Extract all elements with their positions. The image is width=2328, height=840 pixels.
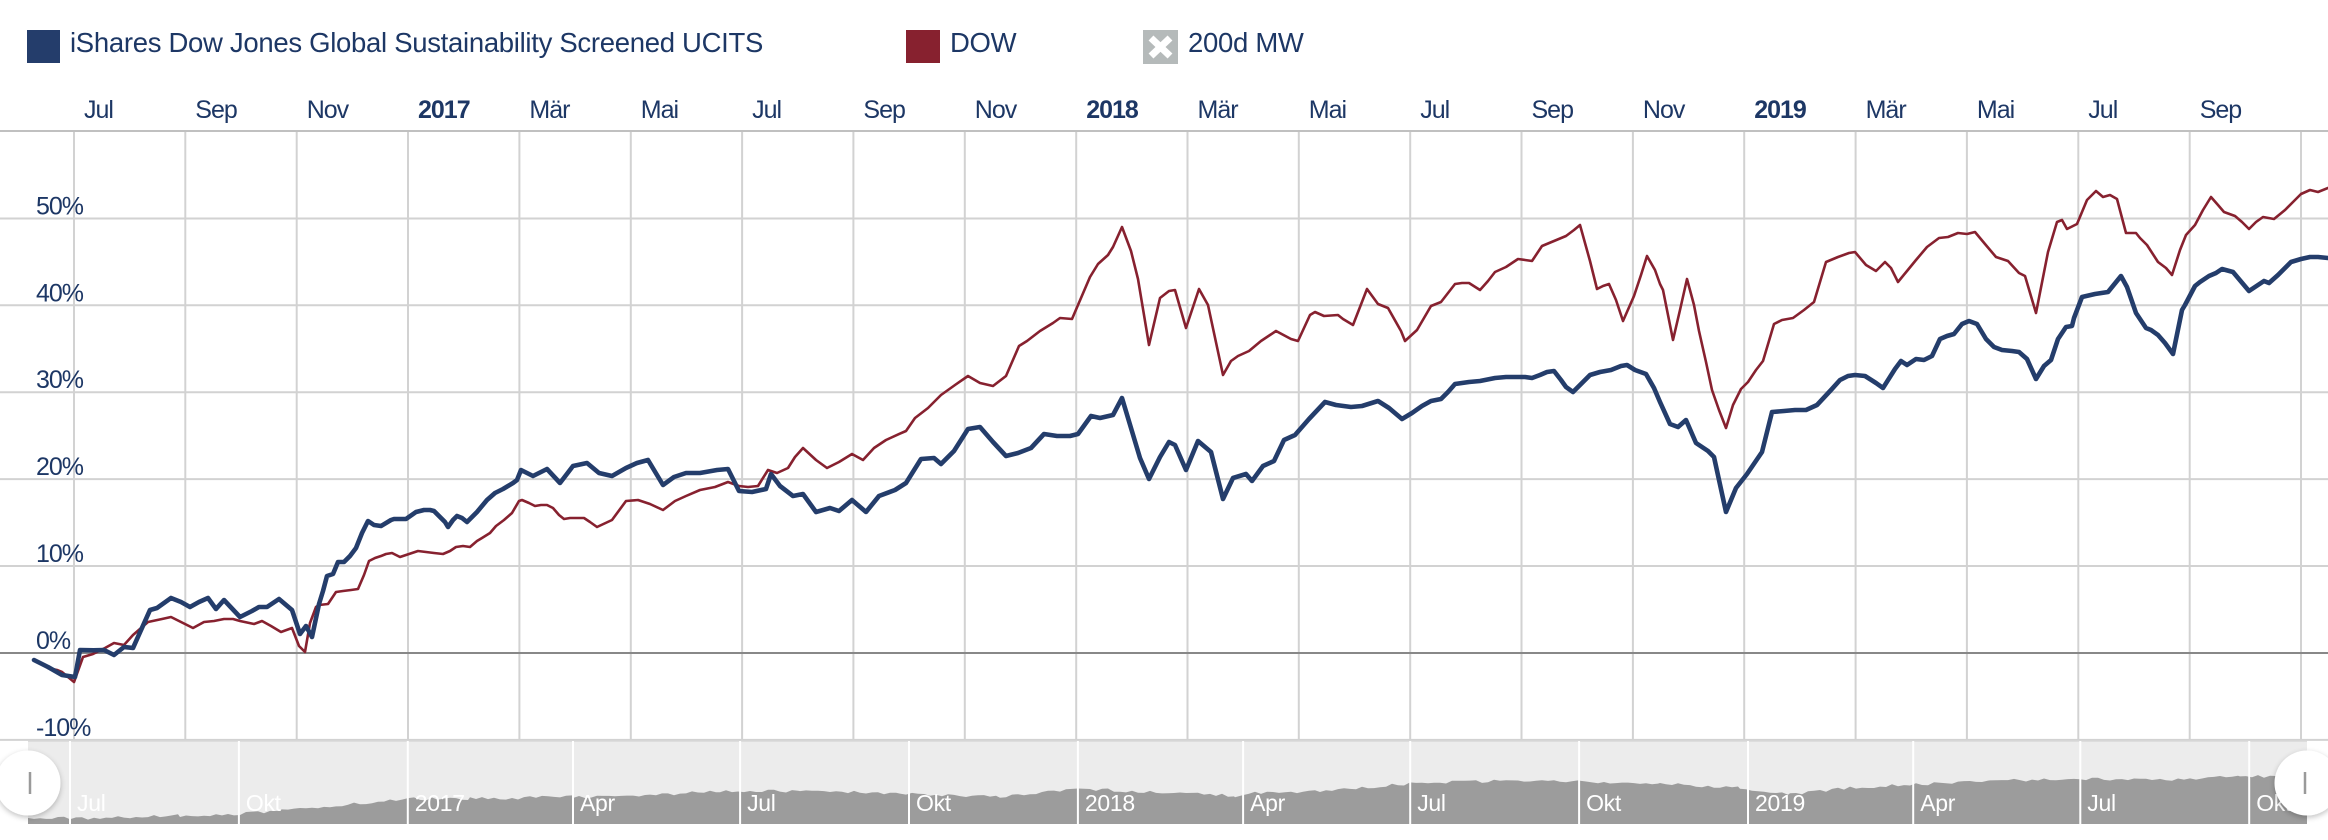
svg-text:Mai: Mai bbox=[641, 96, 678, 124]
svg-text:Sep: Sep bbox=[2200, 96, 2242, 124]
svg-text:Nov: Nov bbox=[307, 96, 350, 124]
svg-text:30%: 30% bbox=[36, 366, 84, 394]
svg-text:Jul: Jul bbox=[1417, 790, 1446, 816]
svg-text:2017: 2017 bbox=[415, 790, 465, 816]
svg-text:2019: 2019 bbox=[1754, 96, 1806, 124]
svg-text:2018: 2018 bbox=[1085, 790, 1135, 816]
svg-text:Mär: Mär bbox=[1866, 96, 1907, 124]
svg-text:Sep: Sep bbox=[195, 96, 237, 124]
svg-text:2017: 2017 bbox=[418, 96, 470, 124]
svg-text:Nov: Nov bbox=[1643, 96, 1686, 124]
svg-text:0%: 0% bbox=[36, 627, 71, 655]
svg-text:Okt: Okt bbox=[246, 790, 282, 816]
svg-text:Mai: Mai bbox=[1309, 96, 1346, 124]
svg-text:Mai: Mai bbox=[1977, 96, 2014, 124]
svg-text:50%: 50% bbox=[36, 193, 84, 221]
svg-text:2019: 2019 bbox=[1755, 790, 1805, 816]
svg-text:40%: 40% bbox=[36, 279, 84, 307]
svg-text:Okt: Okt bbox=[1586, 790, 1622, 816]
svg-text:2018: 2018 bbox=[1086, 96, 1139, 124]
svg-text:Apr: Apr bbox=[1920, 790, 1956, 816]
svg-text:Mär: Mär bbox=[529, 96, 570, 124]
svg-text:Apr: Apr bbox=[580, 790, 616, 816]
svg-text:Jul: Jul bbox=[77, 790, 106, 816]
svg-text:Jul: Jul bbox=[747, 790, 776, 816]
svg-text:Jul: Jul bbox=[84, 96, 113, 124]
svg-text:Sep: Sep bbox=[1532, 96, 1574, 124]
svg-text:20%: 20% bbox=[36, 453, 84, 481]
svg-text:Okt: Okt bbox=[916, 790, 952, 816]
svg-text:Apr: Apr bbox=[1250, 790, 1286, 816]
svg-text:10%: 10% bbox=[36, 540, 84, 568]
svg-text:Mär: Mär bbox=[1198, 96, 1239, 124]
svg-text:Jul: Jul bbox=[752, 96, 781, 124]
svg-text:Jul: Jul bbox=[1420, 96, 1449, 124]
svg-text:Jul: Jul bbox=[2087, 790, 2116, 816]
svg-text:Nov: Nov bbox=[975, 96, 1018, 124]
svg-text:Jul: Jul bbox=[2088, 96, 2117, 124]
svg-text:Sep: Sep bbox=[863, 96, 905, 124]
svg-text:-10%: -10% bbox=[36, 714, 91, 742]
